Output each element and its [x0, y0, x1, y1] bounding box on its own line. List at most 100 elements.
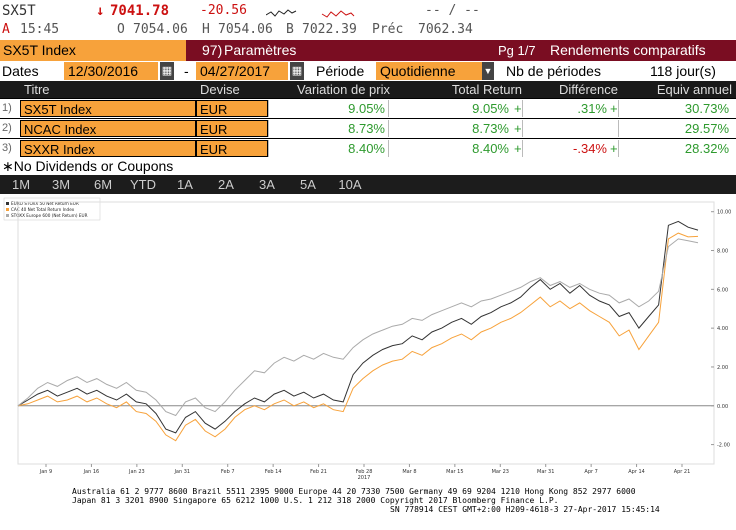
open-label: O — [117, 22, 125, 37]
dates-label: Dates — [2, 63, 39, 79]
legend-swatch — [6, 214, 9, 217]
row-difference: -.34% — [522, 140, 610, 157]
row-difference: .31% — [522, 100, 610, 117]
row-annual: 29.57% — [618, 120, 732, 137]
nb-periods-label: Nb de périodes — [506, 63, 601, 79]
y-tick-label: 8.00 — [717, 249, 728, 255]
tab-6m[interactable]: 6M — [93, 177, 113, 192]
down-arrow-icon: ↓ — [96, 3, 105, 19]
footer-contacts-1: Australia 61 2 9777 8600 Brazil 5511 239… — [72, 487, 636, 496]
period-select[interactable]: Quotidienne — [376, 62, 482, 80]
x-tick-label: Feb 7 — [221, 469, 235, 475]
open-value: 7054.06 — [133, 22, 188, 37]
quote-time: 15:45 — [20, 22, 60, 37]
quote-header: SX5T ↓ 7041.78 -20.56 -- / -- A 15:45 O … — [0, 0, 736, 40]
x-tick-label: Jan 9 — [39, 469, 52, 475]
prev-value: 7062.34 — [418, 22, 473, 37]
col-annual[interactable]: Equiv annuel — [656, 82, 732, 97]
row-title[interactable]: SX5T Index — [20, 100, 196, 117]
x-tick-label: Feb 28 — [356, 469, 373, 475]
row-price-change: 9.05% — [268, 100, 388, 117]
page-indicator: Pg 1/7 — [498, 43, 536, 58]
settings-menu-button[interactable]: Paramètres — [224, 42, 297, 58]
table-row[interactable]: 3) SXXR Index EUR 8.40% 8.40% + -.34% + … — [0, 139, 736, 158]
legend-swatch — [6, 202, 9, 205]
x-tick-label: Jan 23 — [128, 469, 145, 475]
row-index: 2) — [2, 122, 12, 134]
high-label: H — [202, 22, 210, 37]
performance-chart[interactable]: EURO STOXX 50 Net Return EUR CAC 40 Net T… — [0, 194, 736, 510]
x-tick-label: Mar 23 — [492, 469, 509, 475]
function-bar: SX5T Index 97) Paramètres Pg 1/7 Rendeme… — [0, 40, 736, 61]
legend-box — [3, 197, 101, 221]
calendar-icon[interactable]: ▦ — [290, 62, 304, 80]
tab-3a[interactable]: 3A — [259, 177, 275, 192]
tab-1m[interactable]: 1M — [11, 177, 31, 192]
row-title[interactable]: SXXR Index — [20, 140, 196, 157]
low-label: B — [286, 22, 294, 37]
period-tabs: 1M 3M 6M YTD 1A 2A 3A 5A 10A — [0, 175, 736, 194]
start-date-input[interactable]: 12/30/2016 — [64, 62, 158, 80]
tab-5a[interactable]: 5A — [300, 177, 316, 192]
col-price-change[interactable]: Variation de prix — [297, 82, 390, 97]
legend-swatch — [6, 208, 9, 211]
function-title: Rendements comparatifs — [550, 42, 706, 58]
y-tick-label: 10.00 — [717, 210, 731, 216]
x-year-label: 2017 — [358, 475, 371, 481]
ask-label: A — [2, 22, 10, 37]
x-tick-label: Jan 16 — [83, 469, 100, 475]
ticker-symbol: SX5T — [2, 3, 36, 19]
x-tick-label: Mar 8 — [402, 469, 416, 475]
table-header: Titre Devise Variation de prix Total Ret… — [0, 81, 736, 98]
plot-frame — [17, 201, 715, 465]
row-total-return: 8.40% — [388, 140, 512, 157]
high-value: 7054.06 — [218, 22, 273, 37]
x-tick-label: Apr 14 — [628, 469, 645, 475]
chevron-down-icon[interactable]: ▼ — [482, 62, 494, 80]
row-price-change: 8.40% — [268, 140, 388, 157]
row-index: 3) — [2, 142, 12, 154]
x-tick-label: Mar 15 — [446, 469, 463, 475]
tab-ytd[interactable]: YTD — [130, 177, 156, 192]
x-tick-label: Feb 14 — [265, 469, 282, 475]
y-tick-label: 6.00 — [717, 287, 728, 293]
col-title[interactable]: Titre — [24, 82, 50, 97]
row-diff-mark: + — [610, 141, 618, 156]
dates-row: Dates 12/30/2016 ▦ - 04/27/2017 ▦ Périod… — [0, 61, 736, 81]
row-currency: EUR — [196, 120, 268, 137]
prev-label: Préc — [372, 22, 404, 37]
footer-session: SN 778914 CEST GMT+2:00 H209-4618-3 27-A… — [390, 505, 660, 514]
col-difference[interactable]: Différence — [558, 82, 618, 97]
series-line-3 — [17, 238, 699, 417]
y-tick-label: 4.00 — [717, 326, 728, 332]
tab-10a[interactable]: 10A — [338, 177, 362, 192]
col-currency[interactable]: Devise — [200, 82, 240, 97]
row-currency: EUR — [196, 140, 268, 157]
nb-periods-value: 118 jour(s) — [650, 63, 716, 79]
security-field[interactable]: SX5T Index — [0, 40, 186, 61]
x-tick-label: Jan 31 — [173, 469, 190, 475]
price-change: -20.56 — [200, 3, 247, 18]
x-tick-label: Apr 7 — [584, 469, 597, 475]
tab-1a[interactable]: 1A — [177, 177, 193, 192]
end-date-input[interactable]: 04/27/2017 — [196, 62, 288, 80]
legend-entry: STOXX Europe 600 (Net Return) EUR — [11, 213, 88, 218]
row-tr-mark: + — [514, 121, 522, 136]
col-total-return[interactable]: Total Return — [451, 82, 522, 97]
row-difference — [522, 120, 610, 137]
tab-3m[interactable]: 3M — [51, 177, 71, 192]
settings-menu-number[interactable]: 97) — [202, 42, 223, 58]
calendar-icon[interactable]: ▦ — [160, 62, 174, 80]
series-line-2 — [17, 232, 699, 442]
table-row[interactable]: 2) NCAC Index EUR 8.73% 8.73% + 29.57% — [0, 119, 736, 138]
y-tick-label: 0.00 — [717, 404, 728, 410]
table-row[interactable]: 1) SX5T Index EUR 9.05% 9.05% + .31% + 3… — [0, 99, 736, 118]
footer-contacts-2: Japan 81 3 3201 8900 Singapore 65 6212 1… — [72, 496, 559, 505]
legend-entry: CAC 40 Net Total Return Index — [11, 207, 75, 212]
y-tick-label: -2.00 — [717, 443, 730, 449]
row-title[interactable]: NCAC Index — [20, 120, 196, 137]
tab-2a[interactable]: 2A — [218, 177, 234, 192]
row-total-return: 8.73% — [388, 120, 512, 137]
